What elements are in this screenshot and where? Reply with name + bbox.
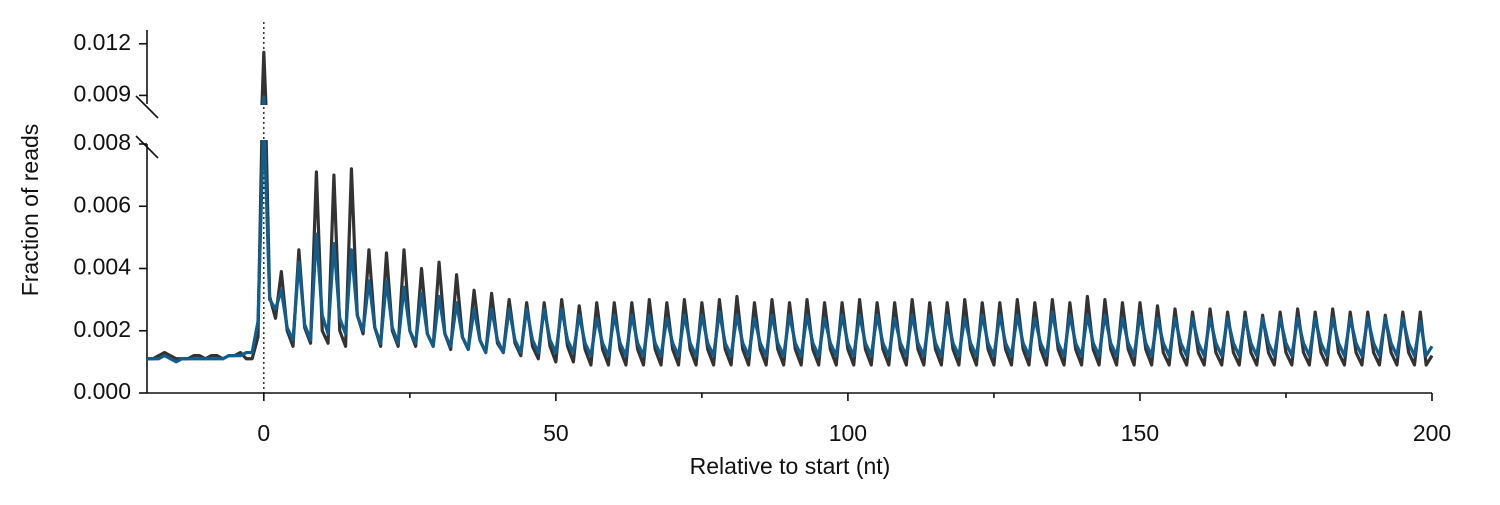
data-line (261, 95, 266, 105)
y-tick-label: 0.000 (73, 378, 131, 404)
data-line (147, 140, 1434, 364)
axis-break (135, 95, 159, 119)
x-tick-label: 200 (1413, 420, 1451, 446)
x-tick-label: 100 (829, 420, 867, 446)
x-tick-label: 150 (1121, 420, 1159, 446)
y-tick-label: 0.006 (73, 191, 131, 217)
y-axis-label: Fraction of reads (17, 124, 43, 297)
x-tick-label: 50 (543, 420, 569, 446)
x-tick-label: 0 (257, 420, 270, 446)
x-axis-label: Relative to start (nt) (690, 453, 891, 479)
y-tick-label: 0.002 (73, 316, 131, 342)
data-line (260, 50, 268, 105)
y-tick-label: 0.004 (73, 254, 131, 280)
y-tick-label: 0.008 (73, 129, 131, 155)
y-tick-label: 0.012 (73, 29, 131, 55)
y-tick-label: 0.009 (73, 80, 131, 106)
